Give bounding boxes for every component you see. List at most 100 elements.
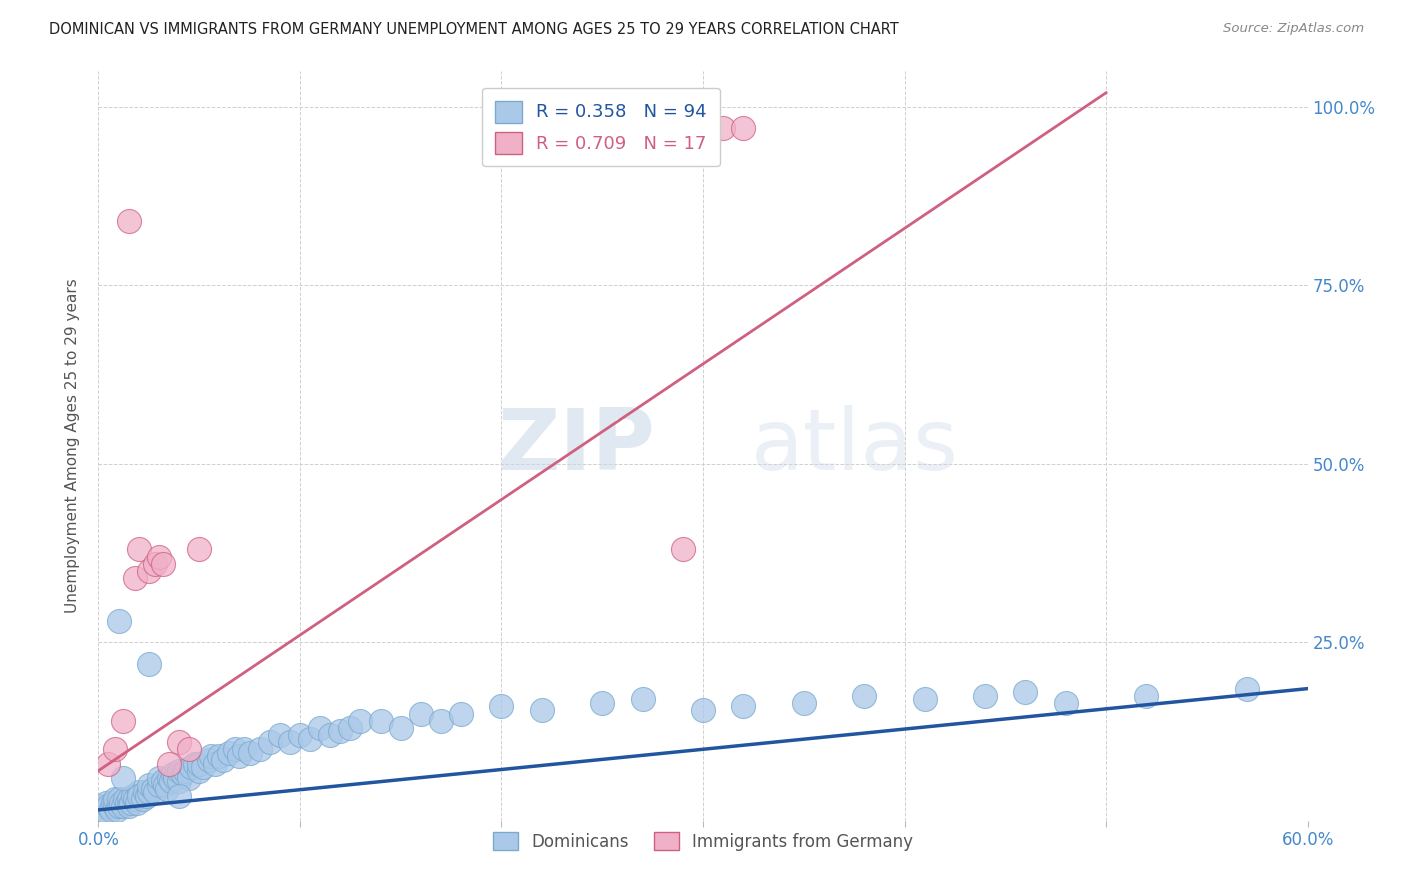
Point bbox=[208, 749, 231, 764]
Point bbox=[172, 767, 194, 781]
Point bbox=[914, 692, 936, 706]
Point bbox=[204, 756, 226, 771]
Point bbox=[193, 760, 215, 774]
Point bbox=[128, 785, 150, 799]
Point bbox=[111, 714, 134, 728]
Point bbox=[118, 792, 141, 806]
Point bbox=[114, 792, 136, 806]
Point bbox=[591, 696, 613, 710]
Point bbox=[118, 214, 141, 228]
Point bbox=[239, 746, 262, 760]
Point bbox=[200, 749, 222, 764]
Point bbox=[157, 771, 180, 785]
Point bbox=[103, 742, 125, 756]
Point bbox=[107, 792, 129, 806]
Point bbox=[111, 771, 134, 785]
Point bbox=[167, 774, 190, 789]
Point bbox=[491, 699, 513, 714]
Point bbox=[672, 542, 695, 557]
Point bbox=[450, 706, 472, 721]
Point bbox=[1014, 685, 1036, 699]
Point bbox=[180, 760, 202, 774]
Point bbox=[148, 771, 170, 785]
Point bbox=[93, 803, 115, 817]
Point bbox=[188, 756, 211, 771]
Point bbox=[91, 799, 114, 814]
Point bbox=[530, 703, 553, 717]
Point bbox=[370, 714, 392, 728]
Point bbox=[103, 799, 125, 814]
Point bbox=[135, 789, 157, 803]
Point bbox=[143, 557, 166, 571]
Point bbox=[148, 778, 170, 792]
Point bbox=[259, 735, 281, 749]
Point bbox=[125, 796, 148, 810]
Point bbox=[138, 778, 160, 792]
Point bbox=[167, 789, 190, 803]
Point bbox=[124, 792, 146, 806]
Point bbox=[97, 806, 120, 821]
Point bbox=[339, 721, 361, 735]
Y-axis label: Unemployment Among Ages 25 to 29 years: Unemployment Among Ages 25 to 29 years bbox=[65, 278, 80, 614]
Point bbox=[1054, 696, 1077, 710]
Point bbox=[269, 728, 291, 742]
Point bbox=[107, 799, 129, 814]
Point bbox=[160, 774, 183, 789]
Point bbox=[212, 753, 235, 767]
Text: DOMINICAN VS IMMIGRANTS FROM GERMANY UNEMPLOYMENT AMONG AGES 25 TO 29 YEARS CORR: DOMINICAN VS IMMIGRANTS FROM GERMANY UNE… bbox=[49, 22, 898, 37]
Point bbox=[103, 792, 125, 806]
Point bbox=[218, 746, 240, 760]
Point bbox=[167, 764, 190, 778]
Point bbox=[138, 564, 160, 578]
Point bbox=[97, 799, 120, 814]
Point bbox=[110, 796, 132, 810]
Point bbox=[118, 799, 141, 814]
Point bbox=[288, 728, 311, 742]
Point bbox=[184, 756, 207, 771]
Point bbox=[134, 785, 156, 799]
Point bbox=[162, 767, 184, 781]
Point bbox=[329, 724, 352, 739]
Point bbox=[198, 753, 221, 767]
Point bbox=[793, 696, 815, 710]
Point bbox=[974, 689, 997, 703]
Point bbox=[97, 756, 120, 771]
Point bbox=[179, 742, 201, 756]
Point bbox=[128, 789, 150, 803]
Point bbox=[278, 735, 301, 749]
Text: atlas: atlas bbox=[751, 404, 959, 488]
Point bbox=[188, 542, 211, 557]
Point bbox=[1135, 689, 1157, 703]
Point bbox=[299, 731, 322, 746]
Point bbox=[692, 703, 714, 717]
Point bbox=[138, 657, 160, 671]
Point bbox=[132, 792, 155, 806]
Point bbox=[142, 781, 165, 796]
Point bbox=[389, 721, 412, 735]
Point bbox=[1236, 681, 1258, 696]
Point bbox=[224, 742, 246, 756]
Point bbox=[853, 689, 876, 703]
Point bbox=[96, 796, 118, 810]
Point bbox=[124, 571, 146, 585]
Point bbox=[121, 789, 143, 803]
Point bbox=[148, 549, 170, 564]
Text: Source: ZipAtlas.com: Source: ZipAtlas.com bbox=[1223, 22, 1364, 36]
Point bbox=[249, 742, 271, 756]
Point bbox=[733, 699, 755, 714]
Point bbox=[349, 714, 371, 728]
Point bbox=[228, 749, 250, 764]
Point bbox=[733, 121, 755, 136]
Point bbox=[115, 796, 138, 810]
Point bbox=[111, 799, 134, 814]
Point bbox=[107, 614, 129, 628]
Point bbox=[179, 771, 201, 785]
Point bbox=[120, 796, 142, 810]
Point bbox=[711, 121, 734, 136]
Point bbox=[430, 714, 453, 728]
Point bbox=[163, 771, 186, 785]
Point bbox=[143, 785, 166, 799]
Point bbox=[138, 785, 160, 799]
Point bbox=[128, 542, 150, 557]
Text: ZIP: ZIP bbox=[496, 404, 655, 488]
